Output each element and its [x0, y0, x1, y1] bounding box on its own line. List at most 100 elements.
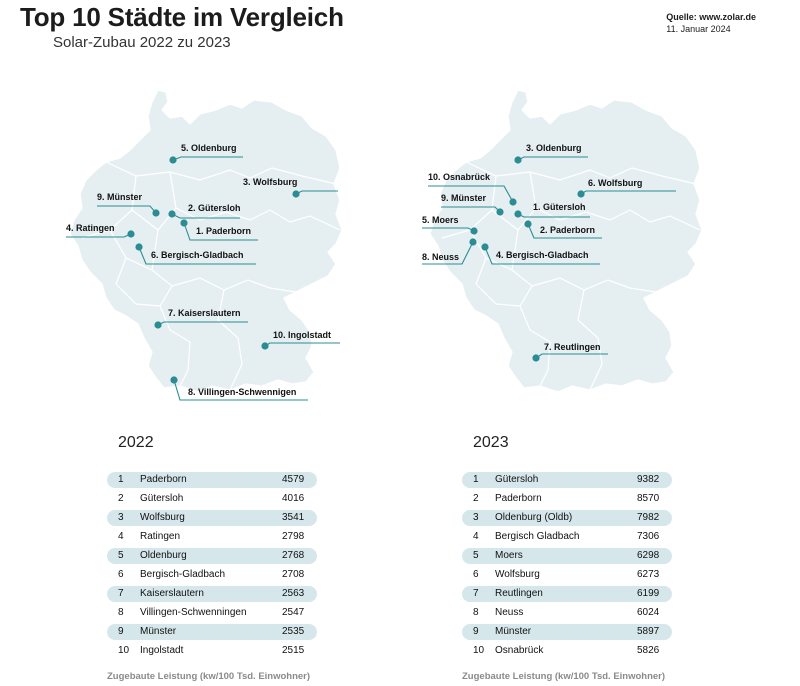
- rank-cell: 1: [473, 474, 479, 485]
- city-label: 1. Paderborn: [196, 226, 251, 236]
- year-heading-2022: 2022: [118, 434, 154, 451]
- value-cell: 2798: [282, 531, 305, 542]
- table-row: 8 Villingen-Schwenningen 2547: [107, 605, 317, 621]
- city-cell: Münster: [140, 626, 177, 637]
- source-text: Quelle: www.zolar.de: [666, 12, 756, 22]
- table-row: 1 Gütersloh 9382: [462, 472, 672, 488]
- city-marker: [496, 208, 504, 216]
- markers-2022: 5. Oldenburg 3. Wolfsburg 9. Münster 2. Güt…: [66, 143, 340, 401]
- ranking-table-2023: 1 Gütersloh 9382 2 Paderborn 8570 3 Oldenburg (…: [462, 472, 672, 662]
- table-row: 1 Paderborn 4579: [107, 472, 317, 488]
- value-cell: 2547: [282, 607, 305, 618]
- leader-line: [422, 241, 474, 265]
- table-row: 4 Bergisch Gladbach 7306: [462, 529, 672, 545]
- rank-cell: 9: [118, 626, 124, 637]
- city-marker: [152, 209, 160, 217]
- city-label: 7. Reutlingen: [544, 342, 601, 352]
- city-marker: [135, 243, 143, 251]
- city-marker: [577, 190, 585, 198]
- leader-line: [138, 246, 256, 265]
- city-cell: Oldenburg: [140, 550, 187, 561]
- city-marker: [154, 321, 162, 329]
- rank-cell: 9: [473, 626, 479, 637]
- city-marker: [170, 376, 178, 384]
- city-marker: [168, 210, 176, 218]
- city-cell: Ratingen: [140, 531, 181, 542]
- table-row: 10 Osnabrück 5826: [462, 643, 672, 659]
- table-row: 9 Münster 5897: [462, 624, 672, 640]
- city-label: 4. Bergisch-Gladbach: [496, 250, 589, 260]
- city-cell: Wolfsburg: [495, 569, 540, 580]
- table-row: 2 Gütersloh 4016: [107, 491, 317, 507]
- city-cell: Kaiserslautern: [140, 588, 204, 599]
- value-cell: 2708: [282, 569, 305, 580]
- table-row: 5 Moers 6298: [462, 548, 672, 564]
- value-cell: 6199: [637, 588, 660, 599]
- value-cell: 5897: [637, 626, 660, 637]
- state-borders: [81, 161, 341, 391]
- table-row: 5 Oldenburg 2768: [107, 548, 317, 564]
- table-row: 10 Ingolstadt 2515: [107, 643, 317, 659]
- date-text: 11. Januar 2024: [666, 24, 731, 34]
- page-title: Top 10 Städte im Vergleich: [20, 2, 344, 32]
- city-cell: Reutlingen: [495, 588, 543, 599]
- city-marker: [180, 219, 188, 227]
- city-label: 4. Ratingen: [66, 223, 115, 233]
- rank-cell: 6: [118, 569, 124, 580]
- city-label: 10. Osnabrück: [428, 172, 491, 182]
- rank-cell: 5: [473, 550, 479, 561]
- value-cell: 5826: [637, 645, 660, 656]
- leader-line: [173, 379, 308, 401]
- city-marker: [292, 190, 300, 198]
- value-cell: 6024: [637, 607, 660, 618]
- value-cell: 8570: [637, 493, 660, 504]
- value-cell: 6298: [637, 550, 660, 561]
- value-cell: 3541: [282, 512, 305, 523]
- city-cell: Paderborn: [495, 493, 542, 504]
- city-label: 3. Oldenburg: [526, 143, 582, 153]
- city-cell: Ingolstadt: [140, 645, 184, 656]
- germany-outline: [69, 89, 343, 393]
- year-heading-2023: 2023: [473, 434, 509, 451]
- table-row: 3 Oldenburg (Oldb) 7982: [462, 510, 672, 526]
- rank-cell: 1: [118, 474, 124, 485]
- table-row: 4 Ratingen 2798: [107, 529, 317, 545]
- value-cell: 7982: [637, 512, 660, 523]
- city-label: 1. Gütersloh: [533, 202, 586, 212]
- city-marker: [509, 198, 517, 206]
- table-row: 6 Bergisch-Gladbach 2708: [107, 567, 317, 583]
- rank-cell: 2: [118, 493, 124, 504]
- city-label: 2. Gütersloh: [188, 203, 241, 213]
- leader-line: [484, 246, 600, 265]
- city-marker: [524, 220, 532, 228]
- value-cell: 2535: [282, 626, 305, 637]
- value-cell: 2515: [282, 645, 305, 656]
- city-label: 7. Kaiserslautern: [168, 308, 241, 318]
- table-row: 3 Wolfsburg 3541: [107, 510, 317, 526]
- city-cell: Gütersloh: [495, 474, 539, 485]
- city-marker: [514, 210, 522, 218]
- city-marker: [261, 342, 269, 350]
- ranking-table-2022: 1 Paderborn 4579 2 Gütersloh 4016 3 Wolfsburg 35…: [107, 472, 317, 662]
- table-row: 8 Neuss 6024: [462, 605, 672, 621]
- city-label: 9. Münster: [441, 193, 487, 203]
- city-marker: [532, 354, 540, 362]
- value-cell: 2563: [282, 588, 305, 599]
- rank-cell: 2: [473, 493, 479, 504]
- rank-cell: 4: [473, 531, 479, 542]
- table-row: 9 Münster 2535: [107, 624, 317, 640]
- page-subtitle: Solar-Zubau 2022 zu 2023: [53, 34, 231, 51]
- value-cell: 4579: [282, 474, 305, 485]
- city-label: 8. Neuss: [422, 252, 459, 262]
- germany-map-2022: 5. Oldenburg 3. Wolfsburg 9. Münster 2. Güt…: [66, 89, 343, 401]
- city-marker: [481, 243, 489, 251]
- city-label: 6. Wolfsburg: [588, 178, 642, 188]
- germany-map-2023: 3. Oldenburg 10. Osnabrück 6. Wolfsburg 9. …: [422, 89, 703, 393]
- value-cell: 2768: [282, 550, 305, 561]
- germany-outline: [429, 89, 703, 393]
- rank-cell: 3: [473, 512, 479, 523]
- rank-cell: 8: [118, 607, 124, 618]
- rank-cell: 7: [473, 588, 479, 599]
- rank-cell: 10: [473, 645, 485, 656]
- leader-line: [527, 223, 602, 239]
